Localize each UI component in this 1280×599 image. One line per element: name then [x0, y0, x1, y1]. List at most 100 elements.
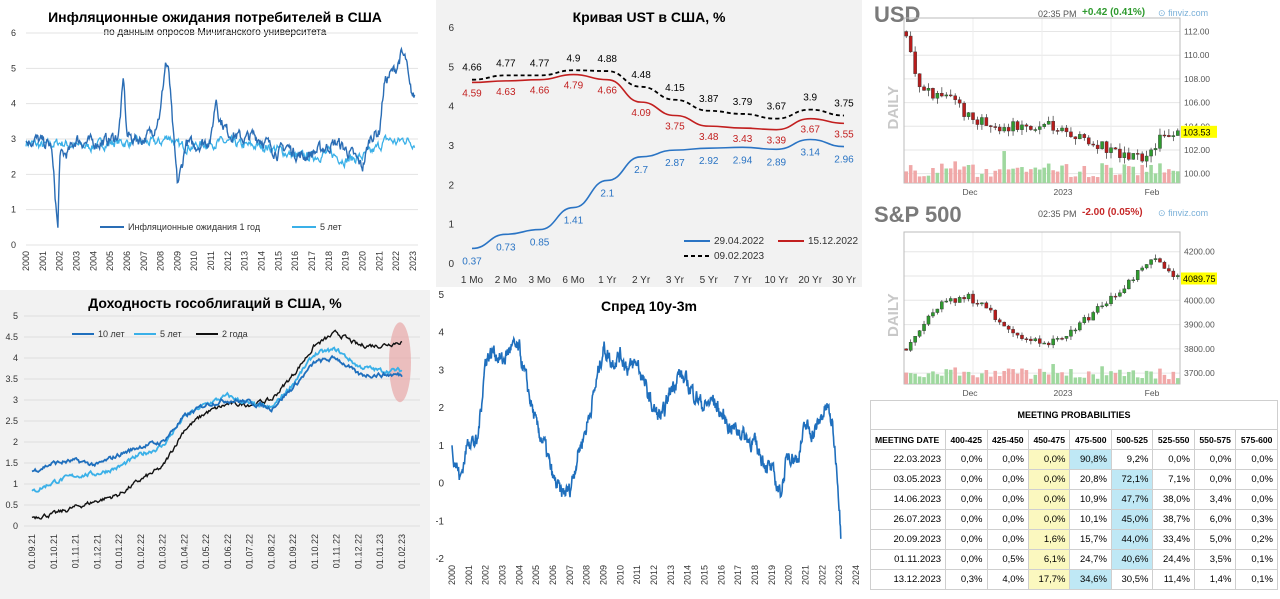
volume-bar [1149, 371, 1153, 384]
volume-bar [1078, 171, 1082, 183]
y-tick-label: 0 [13, 521, 18, 531]
x-tick-label: 10 Yr [764, 275, 788, 286]
column-header: 450-475 [1027, 429, 1071, 450]
x-tick-label: 2001 [38, 251, 48, 271]
data-label: 3.67 [767, 102, 787, 113]
meeting-date-cell: 14.06.2023 [870, 489, 947, 510]
data-label: 2.7 [634, 165, 648, 176]
volume-bar [1015, 167, 1020, 183]
probability-cell: 20,8% [1069, 469, 1112, 490]
x-tick-label: 01.07.22 [245, 534, 255, 569]
period-label: DAILY [885, 293, 902, 337]
candle-body [904, 31, 908, 37]
bond-yields-chart: 0 0.5 1 1.5 2 2.5 3 3.5 4 4.5 5 01.09.21 01.10.21 01.… [5, 311, 420, 569]
volume-bar [1140, 164, 1144, 183]
plot-frame [903, 17, 1181, 184]
finviz-icon: ⊙ [1158, 208, 1166, 218]
probability-cell: 10,1% [1069, 509, 1112, 530]
volume-bar [1055, 373, 1060, 384]
volume-bar [922, 176, 926, 183]
data-label: 4.9 [567, 53, 581, 64]
candle-body [1046, 342, 1051, 346]
x-tick-label: 2009 [172, 251, 182, 271]
data-label: 2.87 [665, 158, 685, 169]
x-tick-label: 30 Yr [832, 275, 856, 286]
sp500-change: -2.00 (0.05%) [1082, 207, 1143, 218]
candle-body [1024, 124, 1029, 127]
probability-cell: 30,5% [1110, 569, 1154, 590]
sp500-ticker: S&P 500 [874, 202, 962, 227]
x-tick-label: 01.02.23 [397, 534, 407, 569]
volume-bar [1024, 171, 1029, 183]
candle-body [917, 73, 922, 88]
candle-body [1029, 338, 1033, 341]
volume-bar [993, 370, 998, 384]
volume-bar [1175, 378, 1180, 384]
y-tick-label: -1 [436, 516, 444, 527]
x-tick-label: 01.03.22 [158, 534, 168, 569]
candle-body [1131, 279, 1136, 282]
series-line-spread [451, 335, 842, 539]
x-tick-label: 2014 [683, 565, 693, 585]
price-tick-label: 106.00 [1184, 98, 1210, 108]
plot-frame [903, 231, 1181, 385]
volume-bar [1091, 374, 1095, 384]
candle-body [1118, 148, 1122, 158]
probability-cell: 3,5% [1193, 549, 1237, 570]
sp500-time: 02:35 PM [1038, 209, 1077, 219]
y-tick-label: 1 [438, 441, 444, 452]
volume-bar [1158, 163, 1162, 183]
data-label: 2.96 [834, 155, 854, 166]
candle-body [1171, 135, 1176, 137]
candle-body [966, 293, 971, 300]
price-tick-label: 3800.00 [1184, 344, 1215, 354]
volume-bar [1167, 169, 1171, 183]
candle-body [1100, 305, 1104, 308]
volume-bar [904, 171, 909, 183]
candle-body [1131, 153, 1136, 160]
volume-bar [1011, 168, 1015, 183]
probability-cell: 72,1% [1110, 469, 1154, 490]
y-tick-label: 1 [448, 220, 454, 231]
meeting-date-cell: 20.09.2023 [870, 529, 947, 550]
y-tick-label: 3 [448, 141, 454, 152]
data-label: 2.92 [699, 156, 719, 167]
x-tick-label: 1 Yr [598, 275, 617, 286]
volume-bar [904, 372, 909, 384]
x-tick-label: 2015 [700, 565, 710, 585]
probability-cell: 1,6% [1027, 529, 1071, 550]
volume-bar [1175, 171, 1180, 183]
x-tick-label: 5 Yr [700, 275, 719, 286]
candle-body [1167, 268, 1171, 272]
probability-cell: 0,1% [1235, 569, 1278, 590]
x-axis-label: 2023 [1054, 187, 1073, 197]
volume-bar [1011, 369, 1015, 384]
candle-body [1046, 121, 1051, 125]
candle-body [1176, 275, 1180, 277]
series-line-10 лет [31, 354, 403, 473]
meeting-probabilities-table: MEETING DATE 400-425 425-450 450-475 475-500… [870, 429, 1278, 590]
data-label: 3.9 [803, 93, 817, 104]
volume-bar [1135, 377, 1140, 384]
volume-bar [1002, 370, 1006, 384]
y-tick-label: 1.5 [5, 458, 18, 468]
candle-body [1149, 259, 1153, 265]
x-tick-label: 2023 [408, 251, 418, 271]
series-line-15.12.2022 [471, 73, 845, 131]
probability-cell: 24,7% [1069, 549, 1112, 570]
candle-body [1073, 329, 1078, 332]
usd-source: ⊙ finviz.com [1158, 8, 1208, 19]
candle-body [940, 301, 944, 310]
y-tick-label: 3 [11, 134, 16, 144]
probability-cell: 0,0% [986, 469, 1029, 490]
probability-cell: 7,1% [1152, 469, 1195, 490]
sp500-source: ⊙ finviz.com [1158, 208, 1208, 219]
y-tick-label: 5 [448, 62, 454, 73]
volume-bar [1162, 374, 1167, 384]
volume-bar [1086, 177, 1091, 183]
legend-label: 15.12.2022 [808, 236, 858, 247]
volume-bar [1144, 370, 1149, 384]
volume-bar [1153, 378, 1158, 384]
probability-cell: 0,5% [986, 549, 1029, 570]
volume-bar [962, 166, 966, 183]
